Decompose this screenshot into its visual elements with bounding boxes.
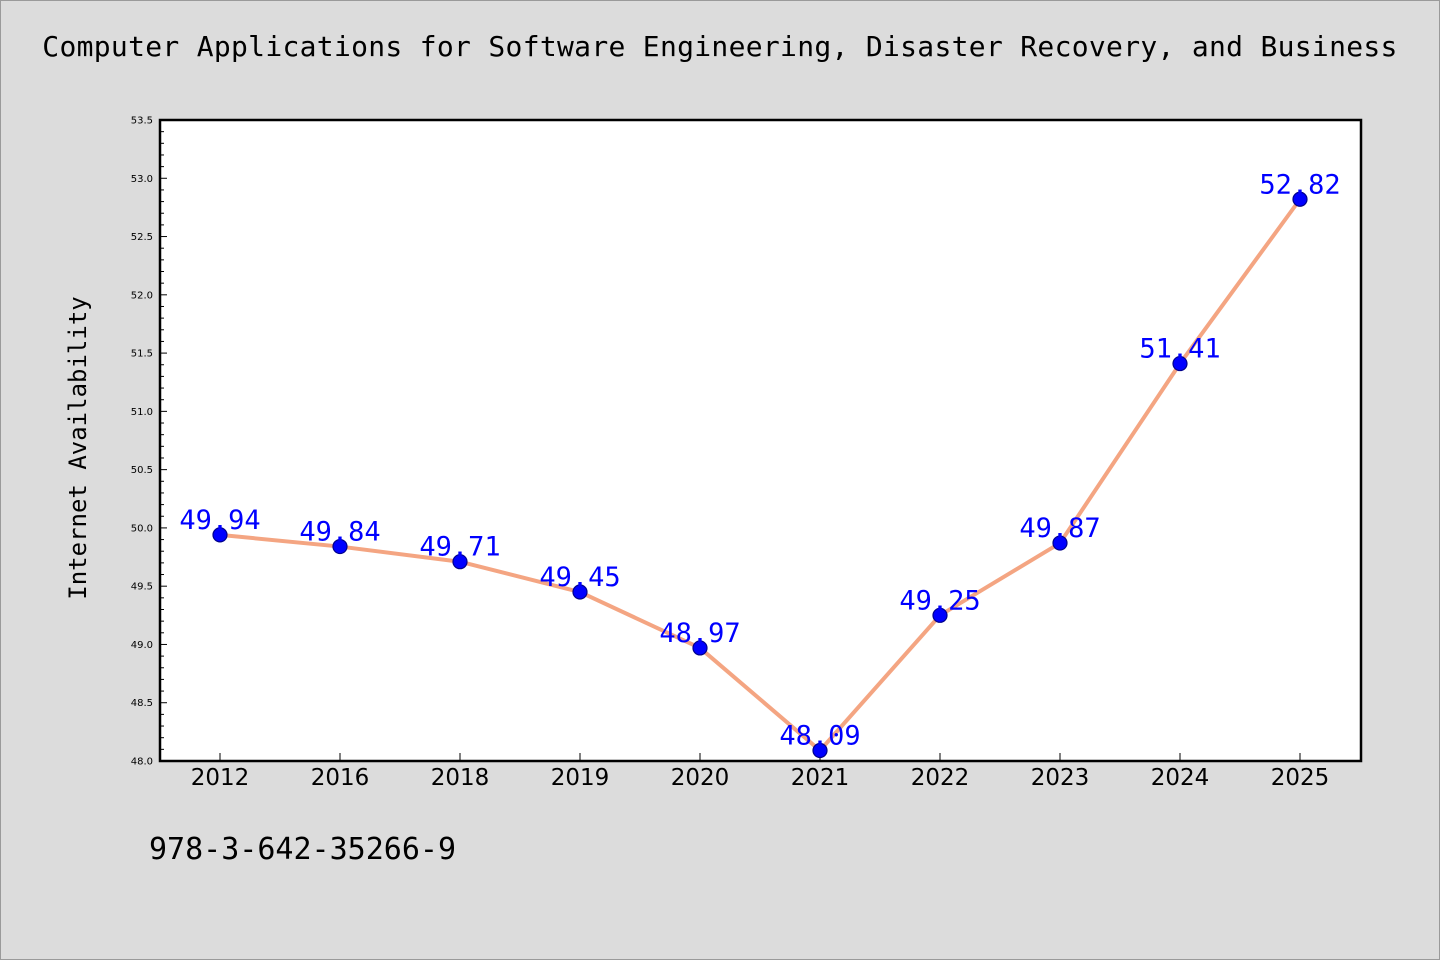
y-tick-label: 49.5 — [131, 582, 153, 593]
series-line — [218, 197, 1302, 753]
data-point — [452, 554, 468, 570]
y-axis-label: Internet Availability — [64, 296, 92, 599]
data-point — [1052, 535, 1068, 551]
data-point — [932, 607, 948, 623]
y-tick-label: 52.0 — [131, 290, 153, 301]
x-tick-label: 2023 — [1031, 765, 1090, 791]
y-tick-label: 51.0 — [131, 407, 153, 418]
data-point — [1292, 191, 1308, 207]
data-label: 49.87 — [1019, 513, 1100, 544]
x-tick-label: 2012 — [191, 765, 250, 791]
series-line-group — [218, 197, 1302, 753]
data-label: 49.25 — [899, 585, 980, 616]
y-tick-label: 49.0 — [131, 640, 153, 651]
data-label: 49.45 — [539, 562, 620, 593]
data-label: 48.09 — [779, 721, 860, 752]
data-point — [572, 584, 588, 600]
y-tick-label: 48.0 — [131, 757, 153, 768]
y-tick-label: 50.0 — [131, 523, 153, 534]
y-tick-label: 51.5 — [131, 349, 153, 360]
data-point — [332, 538, 348, 555]
chart-title: Computer Applications for Software Engin… — [42, 30, 1398, 63]
y-tick-label: 52.5 — [131, 232, 153, 243]
x-tick-label: 2016 — [311, 765, 370, 791]
isbn-footer: 978-3-642-35266-9 — [149, 832, 457, 867]
y-tick-label: 48.5 — [131, 698, 153, 709]
x-tick-label: 2021 — [791, 765, 850, 791]
data-point — [1172, 355, 1188, 372]
y-axis: 48.0 48.5 49.0 49.5 50.0 50.5 51.0 51.5 52.0 52.5… — [131, 116, 167, 768]
y-tick-label: 53.5 — [131, 116, 153, 127]
y-tick-label: 50.5 — [131, 465, 153, 476]
data-label: 49.71 — [419, 532, 500, 563]
data-point — [212, 527, 228, 543]
data-label-group: 49.94 49.84 49.71 49.45 48.97 48.09 49.25 49.87… — [179, 169, 1340, 751]
y-tick-label: 53.0 — [131, 174, 153, 185]
x-tick-label: 2020 — [671, 765, 730, 791]
data-label: 48.97 — [659, 618, 740, 649]
x-tick-label: 2024 — [1151, 765, 1210, 791]
data-label: 49.94 — [179, 505, 260, 536]
data-point — [692, 640, 708, 656]
x-axis: 2012 2016 2018 2019 2020 2021 2022 2023 2024 2025 — [191, 753, 1330, 791]
x-tick-label: 2019 — [551, 765, 610, 791]
data-label: 51.41 — [1139, 334, 1220, 365]
marker-group — [212, 191, 1308, 759]
x-tick-label: 2022 — [911, 765, 970, 791]
x-tick-label: 2025 — [1271, 765, 1330, 791]
data-point — [812, 742, 828, 759]
data-label: 52.82 — [1259, 169, 1340, 200]
data-label: 49.84 — [299, 517, 380, 548]
plot-area — [158, 118, 1363, 763]
x-tick-label: 2018 — [431, 765, 490, 791]
